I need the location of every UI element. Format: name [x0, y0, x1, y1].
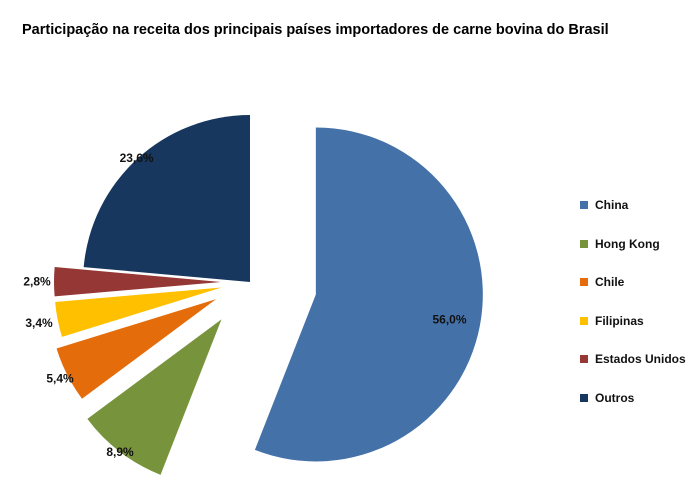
pie-slice-chile — [56, 299, 217, 399]
legend-item-chile: Chile — [580, 263, 695, 302]
legend-label-estados-unidos: Estados Unidos — [595, 352, 686, 367]
legend-item-filipinas: Filipinas — [580, 302, 695, 341]
legend: China Hong Kong Chile Filipinas Estados … — [580, 186, 695, 417]
data-label-outros: 23,6% — [120, 151, 154, 165]
legend-label-filipinas: Filipinas — [595, 313, 644, 328]
legend-swatch-china — [580, 201, 588, 210]
legend-swatch-chile — [580, 278, 588, 287]
legend-label-hong-kong: Hong Kong — [595, 236, 660, 251]
data-label-estados-unidos: 2,8% — [23, 275, 51, 289]
pie-slices — [54, 115, 483, 475]
legend-label-china: China — [595, 198, 629, 213]
pie-slice-hong-kong — [87, 319, 222, 475]
legend-swatch-filipinas — [580, 316, 588, 325]
chart-title: Participação na receita dos principais p… — [22, 22, 609, 38]
data-label-chile: 5,4% — [46, 371, 74, 385]
data-label-china: 56,0% — [432, 313, 466, 327]
legend-label-chile: Chile — [595, 275, 625, 290]
pie-slice-estados-unidos — [54, 267, 222, 297]
pie-slice-outros — [83, 115, 250, 282]
legend-swatch-hong-kong — [580, 239, 588, 248]
legend-item-outros: Outros — [580, 379, 695, 418]
legend-item-china: China — [580, 186, 695, 225]
legend-item-estados-unidos: Estados Unidos — [580, 340, 695, 379]
legend-item-hong-kong: Hong Kong — [580, 225, 695, 264]
data-labels: 56,0% 8,9% 5,4% 3,4% 2,8% 23,6% — [23, 151, 467, 459]
pie-slice-china — [254, 127, 483, 462]
legend-label-outros: Outros — [595, 390, 635, 405]
data-label-filipinas: 3,4% — [25, 316, 53, 330]
legend-swatch-estados-unidos — [580, 355, 588, 364]
legend-swatch-outros — [580, 393, 588, 402]
pie-slice-filipinas — [55, 287, 222, 337]
data-label-hong-kong: 8,9% — [106, 445, 134, 459]
